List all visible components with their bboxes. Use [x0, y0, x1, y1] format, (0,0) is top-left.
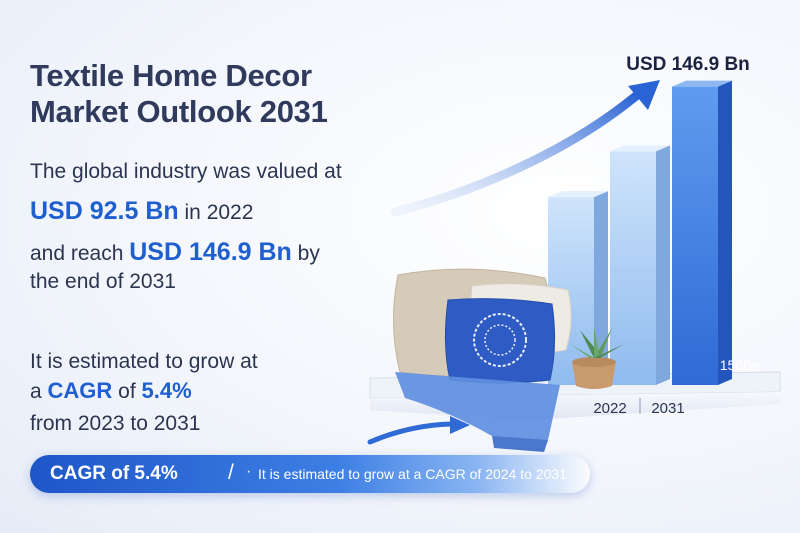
value-2022-line: USD 92.5 Bn in 2022 [30, 197, 253, 226]
of-text: of [118, 380, 136, 403]
x-tick-2022: 2022 [593, 400, 626, 417]
title-line-2: Market Outlook 2031 [30, 94, 328, 129]
reach-line: and reach USD 146.9 Bn by [30, 238, 320, 267]
small-arrow-icon [367, 416, 470, 445]
page-title: Textile Home Decor Market Outlook 2031 [30, 58, 328, 130]
cagr-word: CAGR [47, 378, 113, 403]
x-tick-labels: 2022 2031 [593, 398, 685, 417]
in-2022-text: in 2022 [184, 201, 254, 224]
bar-2 [610, 145, 670, 385]
top-value-label: USD 146.9 Bn [626, 54, 750, 75]
period-line: from 2023 to 2031 [30, 412, 201, 435]
value-2022: USD 92.5 Bn [30, 197, 179, 225]
succulent-plant-icon [570, 326, 624, 389]
pillows-icon [393, 268, 572, 384]
valued-line: The global industry was valued at [30, 160, 342, 183]
grow-line: It is estimated to grow at [30, 350, 258, 373]
a-text: a [30, 380, 42, 403]
x-tick-2031: 2031 [651, 400, 684, 417]
cagr-banner: CAGR of 5.4% / · It is estimated to grow… [30, 455, 590, 493]
banner-separator: / [228, 461, 234, 484]
by-text: by [297, 242, 320, 265]
banner-description: It is estimated to grow at a CAGR of 202… [258, 466, 567, 482]
throw-blanket-icon [395, 372, 560, 452]
inner-value-label: 150Bn [720, 357, 760, 373]
bar-3 [672, 80, 732, 385]
trend-arrow-icon [390, 80, 660, 217]
banner-cagr: CAGR of 5.4% [50, 463, 178, 484]
banner-dot: · [246, 463, 252, 480]
end-line: the end of 2031 [30, 270, 176, 293]
value-2031: USD 146.9 Bn [129, 238, 292, 266]
bar-series [548, 80, 732, 385]
reach-text: and reach [30, 242, 124, 265]
cagr-line: a CAGR of 5.4% [30, 378, 192, 404]
cagr-value: 5.4% [141, 378, 192, 403]
title-line-1: Textile Home Decor [30, 58, 312, 93]
